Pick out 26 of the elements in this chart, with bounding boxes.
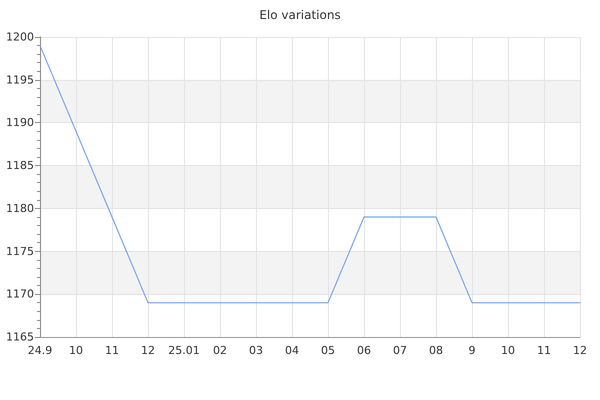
x-tick-label: 11 <box>537 344 551 357</box>
x-tick-label: 24.9 <box>28 344 52 357</box>
line-series <box>40 45 580 304</box>
y-tick-label: 1185 <box>6 159 34 172</box>
x-tick-label: 04 <box>285 344 299 357</box>
x-tick-label: 12 <box>573 344 587 357</box>
chart-title: Elo variations <box>259 8 341 22</box>
y-tick-label: 1200 <box>6 30 34 44</box>
x-tick-label: 10 <box>69 344 83 357</box>
y-tick-label: 1190 <box>6 116 34 130</box>
y-tick-label: 1170 <box>6 288 34 301</box>
x-tick-label: 07 <box>393 344 407 357</box>
x-tick-label: 06 <box>357 344 371 357</box>
x-tick-label: 12 <box>141 344 155 357</box>
x-tick-label: 25.01 <box>168 344 200 357</box>
y-tick-label: 1165 <box>6 330 34 344</box>
x-tick-label: 08 <box>429 344 443 357</box>
y-tick-label: 1180 <box>6 202 34 215</box>
x-tick-label: 9 <box>468 344 476 357</box>
y-tick-label: 1175 <box>6 244 34 258</box>
x-tick-label: 03 <box>249 344 263 357</box>
x-tick-label: 11 <box>105 344 119 357</box>
y-tick-label: 1195 <box>6 73 34 86</box>
x-tick-label: 10 <box>501 344 515 357</box>
x-tick-label: 05 <box>321 344 335 357</box>
x-tick-label: 02 <box>213 344 227 357</box>
